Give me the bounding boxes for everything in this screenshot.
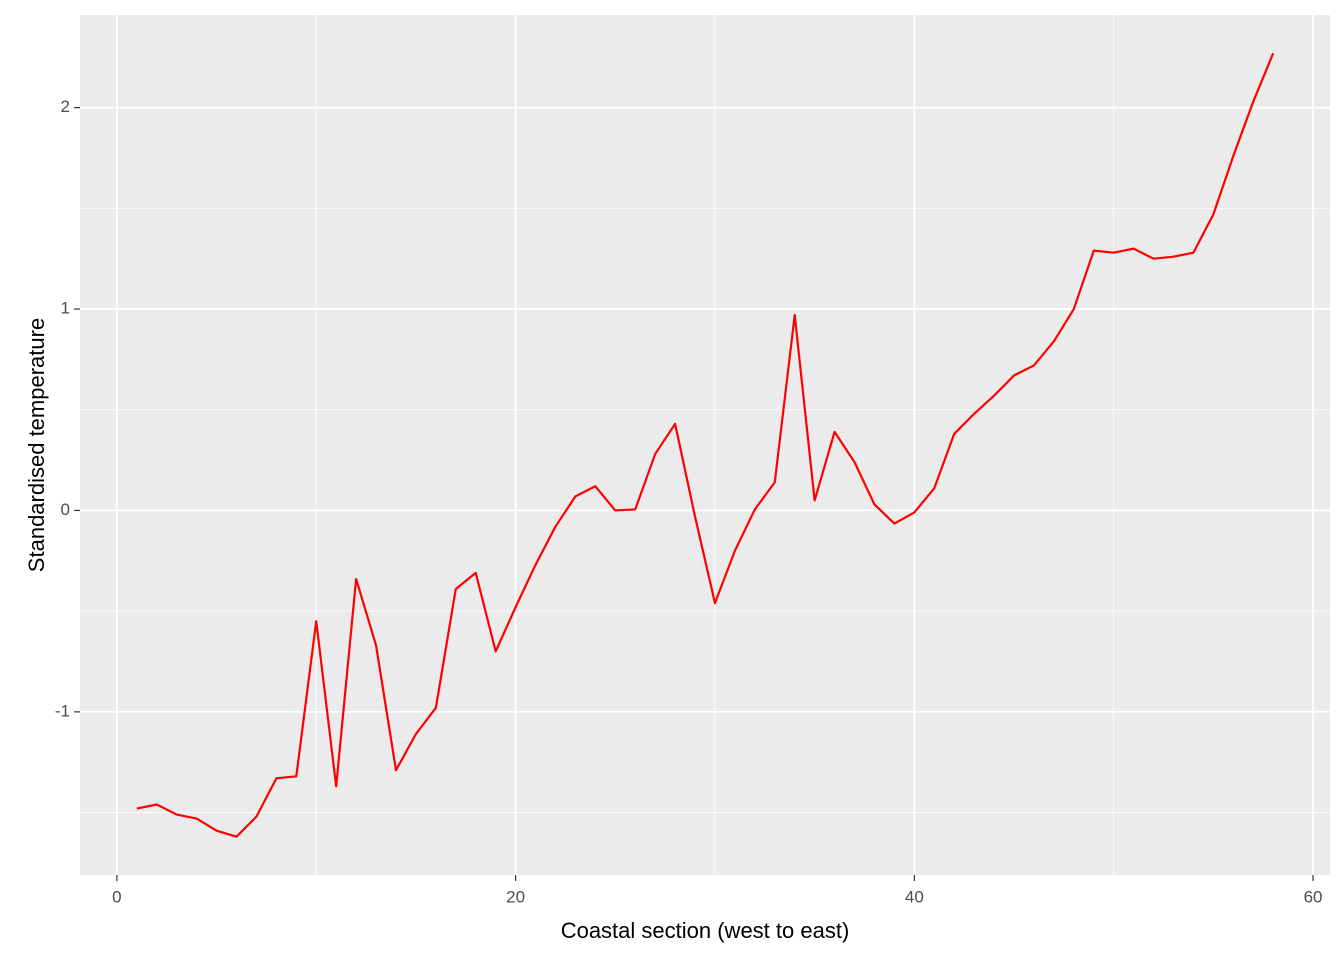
plot-panel [80, 15, 1330, 875]
y-tick-label: 0 [61, 500, 70, 519]
x-tick-label: 40 [905, 887, 924, 906]
x-axis-title: Coastal section (west to east) [561, 918, 850, 943]
x-tick-label: 60 [1304, 887, 1323, 906]
y-tick-label: -1 [55, 701, 70, 720]
x-tick-label: 0 [112, 887, 121, 906]
data-line [136, 52, 1275, 838]
y-tick-label: 2 [61, 97, 70, 116]
x-tick-label: 20 [506, 887, 525, 906]
y-axis-title: Standardised temperature [24, 318, 49, 572]
y-tick-label: 1 [61, 299, 70, 318]
